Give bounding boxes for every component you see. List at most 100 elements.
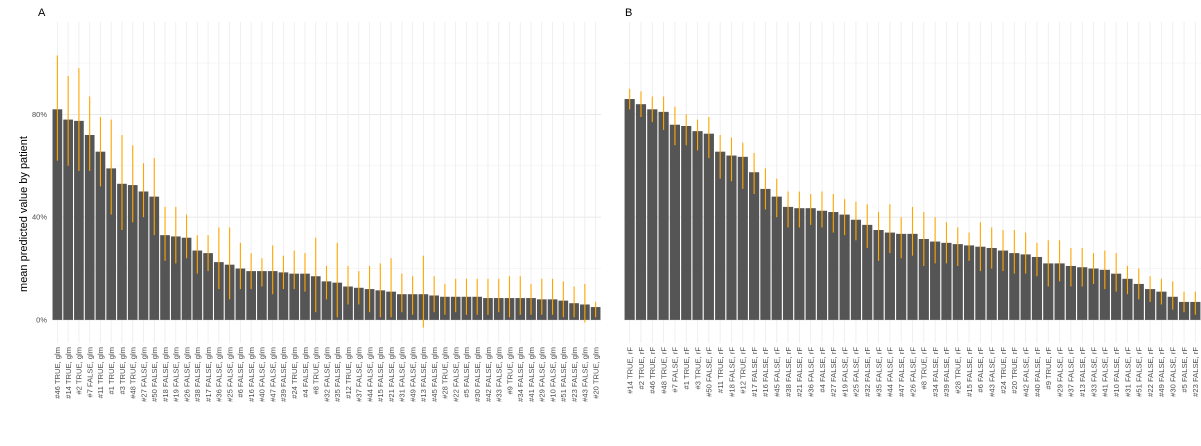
category-label: #51 FALSE, glm <box>559 347 568 402</box>
category-label: #9 TRUE, glm <box>505 347 514 395</box>
category-label: #49 FALSE, rF <box>1157 347 1166 397</box>
category-label: #10 FALSE, rF <box>1112 347 1121 397</box>
bar <box>918 238 929 320</box>
bar <box>930 241 941 320</box>
category-label: #16 FALSE, rF <box>761 347 770 397</box>
category-label: #25 FALSE, glm <box>225 347 234 402</box>
category-label: #18 FALSE, rF <box>727 347 736 397</box>
bar <box>1111 273 1122 320</box>
bar <box>635 104 647 320</box>
bar <box>1020 254 1031 320</box>
bar <box>884 232 895 320</box>
category-label: #39 FALSE, glm <box>279 347 288 402</box>
bar <box>257 271 267 320</box>
category-label: #7 FALSE, rF <box>671 347 680 393</box>
bar <box>1077 267 1088 320</box>
bar <box>160 235 170 320</box>
bar <box>170 236 181 320</box>
category-label: #15 FALSE, glm <box>376 347 385 402</box>
category-label: #24 TRUE, rF <box>999 347 1008 394</box>
bar <box>907 233 918 320</box>
panel-label: B <box>625 7 632 19</box>
bar <box>771 196 782 320</box>
category-label: #30 FALSE, rF <box>1169 347 1178 397</box>
category-label: #35 FALSE, rF <box>874 347 883 397</box>
category-label: #48 TRUE, rF <box>659 347 668 394</box>
bar <box>289 273 300 320</box>
bar <box>715 151 726 320</box>
category-label: #42 FALSE, rF <box>1021 347 1030 397</box>
bar <box>149 196 160 320</box>
bar <box>127 185 138 320</box>
bar <box>106 168 117 320</box>
bar <box>214 262 224 320</box>
bar <box>235 268 246 320</box>
bar <box>737 156 748 320</box>
category-label: #19 FALSE, rF <box>840 347 849 397</box>
category-label: #11 TRUE, rF <box>716 347 725 393</box>
bar <box>703 133 714 320</box>
category-label: #42 FALSE, glm <box>484 347 493 402</box>
category-label: #3 TRUE, glm <box>118 347 127 395</box>
category-label: #20 TRUE, rF <box>1010 347 1019 394</box>
bar <box>1009 253 1020 320</box>
category-label: #23 FALSE, rF <box>1191 347 1200 397</box>
bar <box>963 245 975 320</box>
category-label: #37 FALSE, rF <box>1067 347 1076 397</box>
category-label: #28 TRUE, rF <box>954 347 963 394</box>
bar <box>782 206 794 320</box>
category-label: #15 FALSE, rF <box>965 347 974 397</box>
bar <box>873 230 884 320</box>
bar <box>63 119 73 320</box>
bar <box>681 126 692 320</box>
category-label: #18 FALSE, glm <box>161 347 170 402</box>
category-label: #16 FALSE, glm <box>247 347 256 402</box>
bar <box>941 242 952 320</box>
category-label: #5 FALSE, glm <box>462 347 471 398</box>
category-label: #36 FALSE, rF <box>806 347 815 397</box>
category-label: #7 FALSE, glm <box>85 347 94 398</box>
bar <box>975 246 986 320</box>
category-label: #40 FALSE, glm <box>258 347 267 402</box>
bar <box>74 120 84 320</box>
category-label: #19 FALSE, glm <box>172 347 181 402</box>
category-label: #47 FALSE, glm <box>268 347 277 402</box>
category-label: #21 FALSE, glm <box>387 347 396 402</box>
category-label: #47 FALSE, rF <box>897 347 906 397</box>
category-label: #13 FALSE, glm <box>419 347 428 402</box>
category-label: #46 TRUE, glm <box>53 347 62 399</box>
category-label: #14 TRUE, rF <box>625 347 634 394</box>
bar <box>321 281 332 320</box>
panel-b: #14 TRUE, rF #2 TRUE, rF #46 TRUE, rF #48 T… <box>624 7 1201 397</box>
bar <box>952 244 963 320</box>
category-label: #17 FALSE, rF <box>750 347 759 397</box>
bar <box>850 219 862 320</box>
category-label: #32 FALSE, glm <box>322 347 331 402</box>
category-label: #31 FALSE, rF <box>1123 347 1132 397</box>
category-label: #44 FALSE, glm <box>365 347 374 402</box>
bar <box>692 131 703 320</box>
category-label: #35 FALSE, glm <box>333 347 342 402</box>
category-label: #8 TRUE, glm <box>312 347 321 395</box>
category-label: #39 FALSE, rF <box>942 347 951 397</box>
bar <box>267 271 278 320</box>
category-label: #21 FALSE, rF <box>795 347 804 397</box>
category-label: #46 TRUE, rF <box>648 347 657 394</box>
y-tick-label: 0% <box>36 315 47 324</box>
panel-a: 0% 40% 80% #46 TRUE, glm #14 TRUE, glm #2 TRU… <box>32 7 601 402</box>
bar <box>1144 289 1156 320</box>
bar <box>794 208 805 320</box>
bar <box>192 250 203 320</box>
category-label: #22 FALSE, rF <box>1146 347 1155 397</box>
category-label: #12 TRUE, glm <box>344 347 353 399</box>
bar <box>726 155 737 320</box>
category-label: #30 FALSE, glm <box>473 347 482 402</box>
bar <box>117 183 127 320</box>
category-label: #26 FALSE, glm <box>182 347 191 402</box>
category-label: #10 FALSE, glm <box>548 347 557 402</box>
category-label: #49 FALSE, glm <box>408 347 417 402</box>
bar <box>181 237 192 320</box>
category-label: #50 FALSE, rF <box>705 347 714 397</box>
bar <box>1099 269 1110 320</box>
